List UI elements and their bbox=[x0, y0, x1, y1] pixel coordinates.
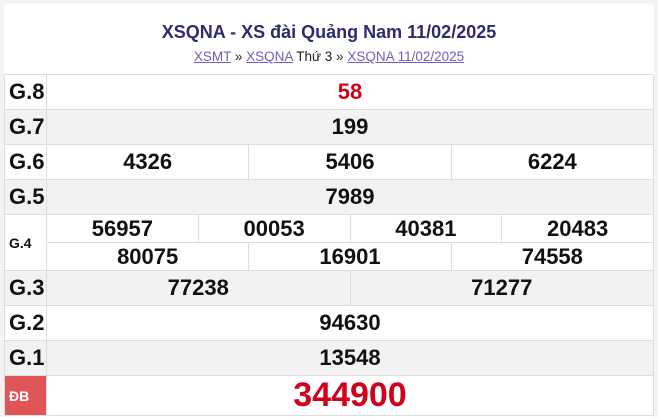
prize-label: G.7 bbox=[4, 109, 47, 145]
prize-number: 4326 bbox=[123, 149, 173, 174]
breadcrumb-date-link[interactable]: XSQNA 11/02/2025 bbox=[347, 49, 465, 64]
prize-number: 199 bbox=[46, 109, 654, 145]
prize-row-g5: G.5 7989 bbox=[4, 179, 654, 215]
prize-row-g3: G.3 77238 71277 bbox=[4, 270, 654, 306]
prize-number: 56957 bbox=[91, 215, 153, 241]
prize-number: 16901 bbox=[248, 243, 450, 270]
prize-row-g1: G.1 13548 bbox=[4, 340, 654, 376]
prize-label: G.8 bbox=[4, 74, 47, 110]
prize-row-g2: G.2 94630 bbox=[4, 305, 654, 341]
prize-number: 77238 bbox=[167, 275, 229, 300]
prize-label: G.4 bbox=[4, 214, 47, 271]
prize-row-g8: G.8 58 bbox=[4, 74, 654, 110]
prize-number: 00053 bbox=[197, 215, 350, 242]
prize-label: ĐB bbox=[4, 375, 47, 416]
breadcrumb-separator: » bbox=[234, 49, 243, 64]
prize-label: G.2 bbox=[4, 305, 47, 341]
breadcrumb-xsmt-link[interactable]: XSMT bbox=[193, 49, 232, 64]
prize-number: 40381 bbox=[349, 215, 502, 242]
page-title: XSQNA - XS đài Quảng Nam 11/02/2025 bbox=[161, 22, 497, 42]
prize-number: 7989 bbox=[46, 179, 654, 215]
prize-number: 80075 bbox=[117, 243, 179, 269]
prize-number: 94630 bbox=[46, 305, 654, 341]
prize-number: 71277 bbox=[349, 271, 654, 305]
prize-number: 6224 bbox=[450, 145, 653, 179]
special-prize-number: 344900 bbox=[46, 375, 654, 416]
prize-label: G.6 bbox=[4, 144, 47, 180]
breadcrumb: XSMT » XSQNA Thứ 3 » XSQNA 11/02/2025 bbox=[4, 49, 654, 64]
prize-number: 58 bbox=[46, 74, 654, 110]
results-table: G.8 58 G.7 199 G.6 4326 5406 6224 G.5 79… bbox=[4, 74, 654, 416]
prize-label: G.3 bbox=[4, 270, 47, 306]
prize-row-g7: G.7 199 bbox=[4, 109, 654, 145]
prize-label: G.1 bbox=[4, 340, 47, 376]
prize-number: 5406 bbox=[248, 145, 450, 179]
breadcrumb-xsqna-link[interactable]: XSQNA bbox=[246, 49, 293, 64]
prize-number: 20483 bbox=[501, 215, 653, 242]
prize-row-g6: G.6 4326 5406 6224 bbox=[4, 144, 654, 180]
prize-label: G.5 bbox=[4, 179, 47, 215]
breadcrumb-separator: » bbox=[336, 49, 344, 64]
prize-row-special: ĐB 344900 bbox=[4, 375, 654, 416]
prize-row-g4: G.4 56957 00053 40381 20483 80075 16901 … bbox=[4, 214, 654, 271]
breadcrumb-day: Thứ 3 bbox=[296, 49, 333, 64]
prize-number: 13548 bbox=[46, 340, 654, 376]
prize-number: 74558 bbox=[450, 243, 653, 270]
results-card: XSQNA - XS đài Quảng Nam 11/02/2025 XSMT… bbox=[4, 4, 654, 417]
